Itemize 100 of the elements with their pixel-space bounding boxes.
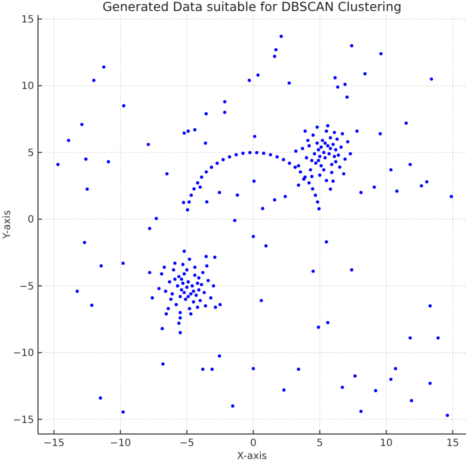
point (197, 276, 200, 280)
point (336, 154, 340, 157)
point (184, 298, 188, 301)
point (160, 272, 164, 276)
point (204, 304, 208, 308)
point (216, 162, 219, 165)
point (189, 312, 192, 316)
point (204, 112, 208, 116)
point (233, 218, 236, 222)
point (223, 110, 226, 114)
point (193, 266, 196, 269)
point (121, 410, 125, 414)
point (312, 270, 315, 273)
point (228, 155, 232, 158)
point (204, 254, 208, 258)
point (165, 172, 169, 176)
point (192, 290, 196, 293)
point (194, 294, 198, 297)
point (196, 282, 200, 285)
point (189, 292, 192, 296)
point (173, 262, 177, 265)
point (200, 282, 204, 286)
y-tick-label: 15 (21, 14, 34, 26)
point (146, 142, 150, 146)
point (316, 142, 319, 145)
point (188, 306, 192, 310)
point (248, 78, 251, 82)
point (182, 131, 186, 135)
point (164, 312, 168, 316)
point (170, 292, 174, 296)
point (302, 178, 306, 181)
point (328, 146, 332, 150)
point (181, 262, 184, 266)
point (84, 158, 88, 161)
point (174, 302, 178, 306)
point (410, 399, 414, 402)
point (90, 304, 94, 307)
point (274, 48, 278, 52)
point (169, 298, 173, 301)
point (276, 155, 279, 158)
chart-title: Generated Data suitable for DBSCAN Clustering (102, 0, 402, 14)
point (206, 278, 210, 282)
point (320, 138, 324, 142)
point (157, 286, 161, 290)
point (436, 336, 440, 340)
point (100, 264, 103, 268)
point (304, 156, 308, 160)
point (335, 138, 339, 141)
point (306, 138, 310, 142)
point (188, 258, 192, 261)
point (66, 138, 70, 142)
point (210, 368, 214, 371)
point (253, 134, 256, 138)
point (186, 294, 190, 298)
point (218, 302, 222, 306)
point (161, 362, 165, 366)
point (318, 174, 322, 177)
point (334, 148, 338, 152)
x-tick-label: 15 (446, 438, 460, 449)
point (82, 240, 86, 244)
point (395, 190, 398, 193)
point (162, 266, 166, 269)
point (322, 150, 326, 154)
x-axis-title: X-axis (237, 451, 267, 462)
point (209, 296, 212, 300)
point (314, 194, 317, 197)
point (150, 296, 154, 300)
point (172, 268, 176, 272)
point (282, 158, 286, 162)
point (389, 378, 392, 381)
y-tick-label: 5 (28, 148, 34, 159)
point (180, 278, 184, 281)
point (154, 216, 158, 220)
point (308, 168, 312, 172)
point (324, 178, 328, 182)
point (166, 306, 170, 310)
point (182, 200, 186, 204)
point (428, 382, 432, 385)
point (326, 144, 330, 148)
point (186, 129, 190, 133)
point (304, 129, 307, 133)
point (92, 78, 96, 82)
point (264, 244, 268, 248)
point (310, 174, 314, 178)
point (214, 306, 218, 309)
point (178, 330, 182, 334)
point (261, 206, 264, 210)
x-tick-label: 5 (316, 438, 323, 449)
point (298, 170, 302, 174)
point (200, 176, 204, 179)
point (348, 152, 352, 156)
point (332, 154, 336, 158)
point (160, 326, 164, 330)
point (193, 274, 196, 277)
point (222, 158, 225, 162)
point (343, 82, 347, 86)
point (359, 190, 363, 194)
point (196, 306, 200, 309)
point (192, 300, 196, 304)
point (148, 270, 152, 274)
